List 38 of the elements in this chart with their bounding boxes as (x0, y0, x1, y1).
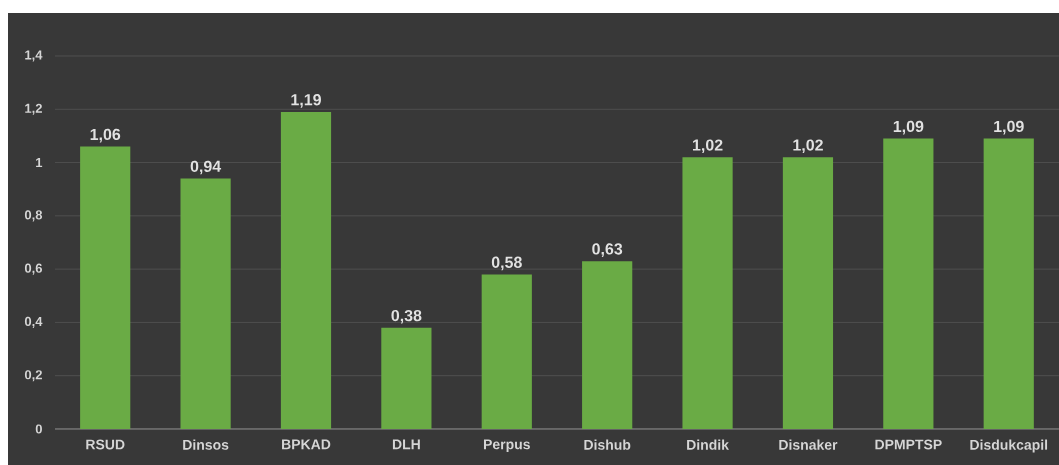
x-tick-label: RSUD (86, 439, 125, 450)
y-tick-label: 0,4 (24, 316, 43, 328)
y-tick-label: 0,8 (24, 210, 43, 222)
x-tick-label: Dinsos (183, 439, 229, 450)
data-label: 0,94 (190, 160, 222, 175)
y-tick-label: 0 (35, 424, 42, 434)
data-label: 1,02 (693, 139, 723, 154)
data-label: 0,63 (592, 243, 623, 257)
data-label: 1,02 (793, 139, 823, 154)
bar (682, 157, 733, 429)
bar (481, 274, 532, 429)
x-tick-label: Dindik (687, 439, 729, 450)
data-label: 0,58 (491, 256, 522, 271)
y-tick-label: 0,6 (24, 263, 43, 275)
bar (582, 261, 633, 429)
bar (180, 178, 231, 429)
bar (883, 138, 934, 429)
data-label: 1,19 (291, 94, 321, 108)
bar (782, 157, 834, 429)
x-tick-label: Disnaker (779, 439, 838, 450)
y-tick-label: 1,4 (25, 50, 43, 62)
data-label: 1,09 (893, 120, 924, 135)
x-tick-label: Disdukcapil (970, 439, 1048, 453)
x-tick-label: BPKAD (282, 439, 331, 450)
bar (983, 138, 1034, 429)
data-label: 1,09 (994, 120, 1024, 135)
bar (80, 146, 131, 429)
x-tick-label: DPMPTSP (875, 439, 942, 450)
data-label: 0,38 (391, 309, 422, 324)
x-tick-label: Dishub (584, 439, 631, 450)
y-tick-label: 1,2 (25, 103, 42, 115)
bar (280, 111, 332, 429)
y-tick-label: 0,2 (24, 370, 42, 382)
data-label: 1,06 (90, 128, 121, 143)
bar (381, 327, 432, 429)
x-tick-label: DLH (392, 439, 420, 450)
y-tick-label: 1 (36, 158, 43, 168)
x-tick-label: Perpus (483, 439, 530, 453)
